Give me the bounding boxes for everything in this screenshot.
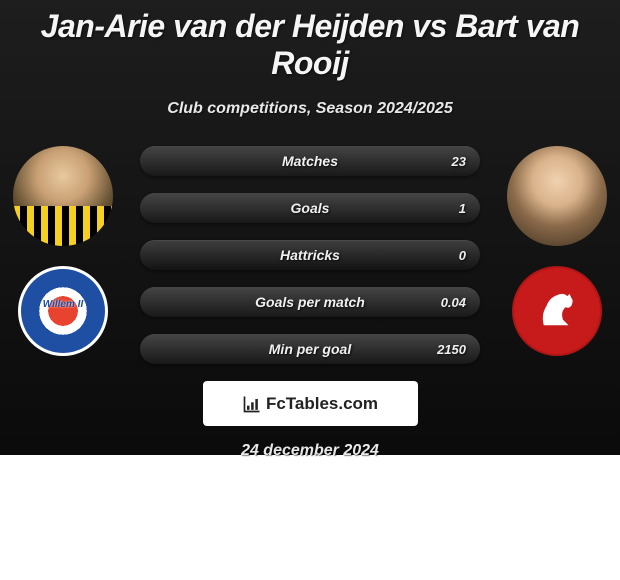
stat-rows: Matches 23 Goals 1 Hattricks 0 Goals per match… <box>140 146 480 364</box>
stat-label: Hattricks <box>280 247 340 263</box>
stat-row: Goals 1 <box>140 193 480 223</box>
stat-row: Min per goal 2150 <box>140 334 480 364</box>
stat-row: Hattricks 0 <box>140 240 480 270</box>
club-left-label: Willem II <box>43 299 83 310</box>
bottom-whitespace <box>0 455 620 580</box>
stat-label: Matches <box>282 153 338 169</box>
right-player-column <box>502 146 612 356</box>
stat-value-right: 2150 <box>437 342 466 357</box>
stat-value-right: 0.04 <box>441 295 466 310</box>
left-player-column: Willem II <box>8 146 118 356</box>
page-title: Jan-Arie van der Heijden vs Bart van Roo… <box>0 0 620 82</box>
horse-icon <box>530 284 585 339</box>
brand-logo[interactable]: FcTables.com <box>203 381 418 426</box>
club-right-badge <box>512 266 602 356</box>
player-left-avatar <box>13 146 113 246</box>
chart-icon <box>242 394 262 414</box>
subtitle: Club competitions, Season 2024/2025 <box>0 100 620 118</box>
stat-row: Goals per match 0.04 <box>140 287 480 317</box>
stat-row: Matches 23 <box>140 146 480 176</box>
comparison-card: Jan-Arie van der Heijden vs Bart van Roo… <box>0 0 620 455</box>
stat-label: Min per goal <box>269 341 351 357</box>
stat-value-right: 1 <box>459 201 466 216</box>
stat-label: Goals per match <box>255 294 365 310</box>
stat-value-right: 0 <box>459 248 466 263</box>
stats-area: Willem II Matches 23 Goals 1 Hattricks 0 Goals… <box>0 146 620 364</box>
player-right-avatar <box>507 146 607 246</box>
brand-label: FcTables.com <box>266 394 378 414</box>
stat-value-right: 23 <box>452 154 466 169</box>
stat-label: Goals <box>291 200 330 216</box>
club-left-badge: Willem II <box>18 266 108 356</box>
date-label: 24 december 2024 <box>0 442 620 460</box>
